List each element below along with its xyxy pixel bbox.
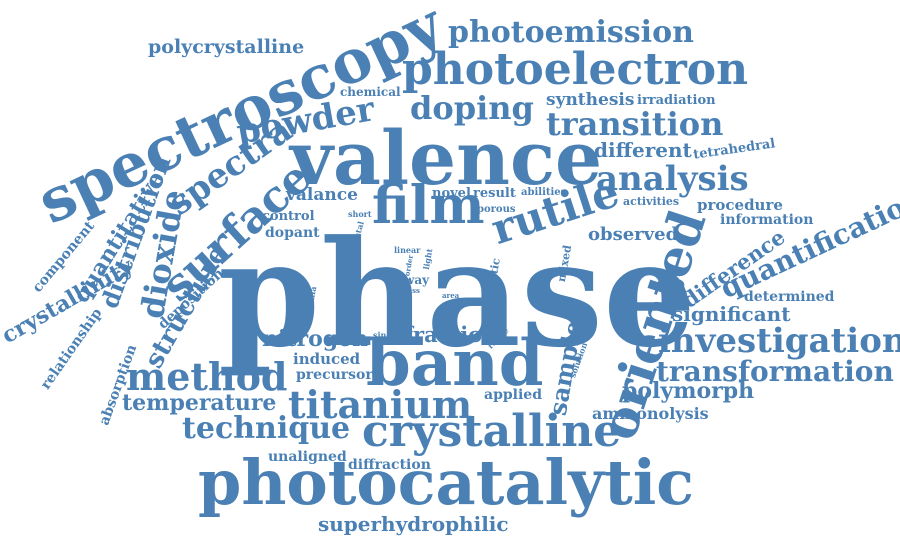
word-linear: linear [394,245,421,255]
word-nitrogen: nitrogen [262,326,369,352]
word-investigation: investigation [658,321,900,361]
word-applied: applied [484,387,542,403]
word-analysis: analysis [596,159,749,199]
word-short: short [348,209,372,219]
word-band: band [366,326,544,401]
word-glass: glass [400,286,420,295]
word-procedure: procedure [697,196,783,214]
word-induced: induced [293,350,361,368]
word-irradiation: irradiation [637,93,716,108]
word-transformation: transformation [656,355,894,388]
word-fraction: fraction [404,322,498,347]
word-superhydrophilic: superhydrophilic [318,512,509,536]
word-diffraction: diffraction [348,457,431,473]
word-transition: transition [546,105,724,143]
word-technique: technique [182,411,351,446]
word-valance: valance [286,185,358,205]
word-precursor: precursor [296,367,373,383]
word-titanium: titanium [288,382,473,427]
word-synthesis: synthesis [546,90,635,110]
word-method: method [126,354,288,399]
word-result: result [473,186,516,201]
word-photocatalytic: photocatalytic [198,446,695,519]
word-dopant: dopant [265,225,320,241]
word-photoemission: photoemission [448,15,694,50]
word-control: control [262,209,315,224]
word-phase: phase [218,209,696,380]
word-ammonolysis: ammonolysis [592,404,709,423]
word-abilities: abilities [521,187,567,198]
word-observed: observed [588,224,679,245]
word-temperature: temperature [122,390,277,416]
word-crystalline: crystalline [362,406,622,457]
word-polymorph: polymorph [622,378,755,404]
word-area: area [442,291,460,300]
word-chemical: chemical [340,85,401,99]
word-way: way [404,273,430,287]
word-porous: porous [477,204,516,215]
word-photoelectron: photoelectron [402,44,749,95]
word-significant: significant [672,302,791,326]
word-different: different [594,138,692,162]
word-film: film [372,175,485,236]
word-valence: valence [290,116,603,202]
word-activities: activities [623,195,680,208]
word-unaligned: unaligned [268,449,347,465]
word-single: single [373,330,401,340]
word-doping: doping [410,89,534,127]
word-novel: novel [432,186,471,201]
word-polycrystalline: polycrystalline [148,36,305,58]
word-determined: determined [744,289,835,305]
word-information: information [720,212,814,228]
